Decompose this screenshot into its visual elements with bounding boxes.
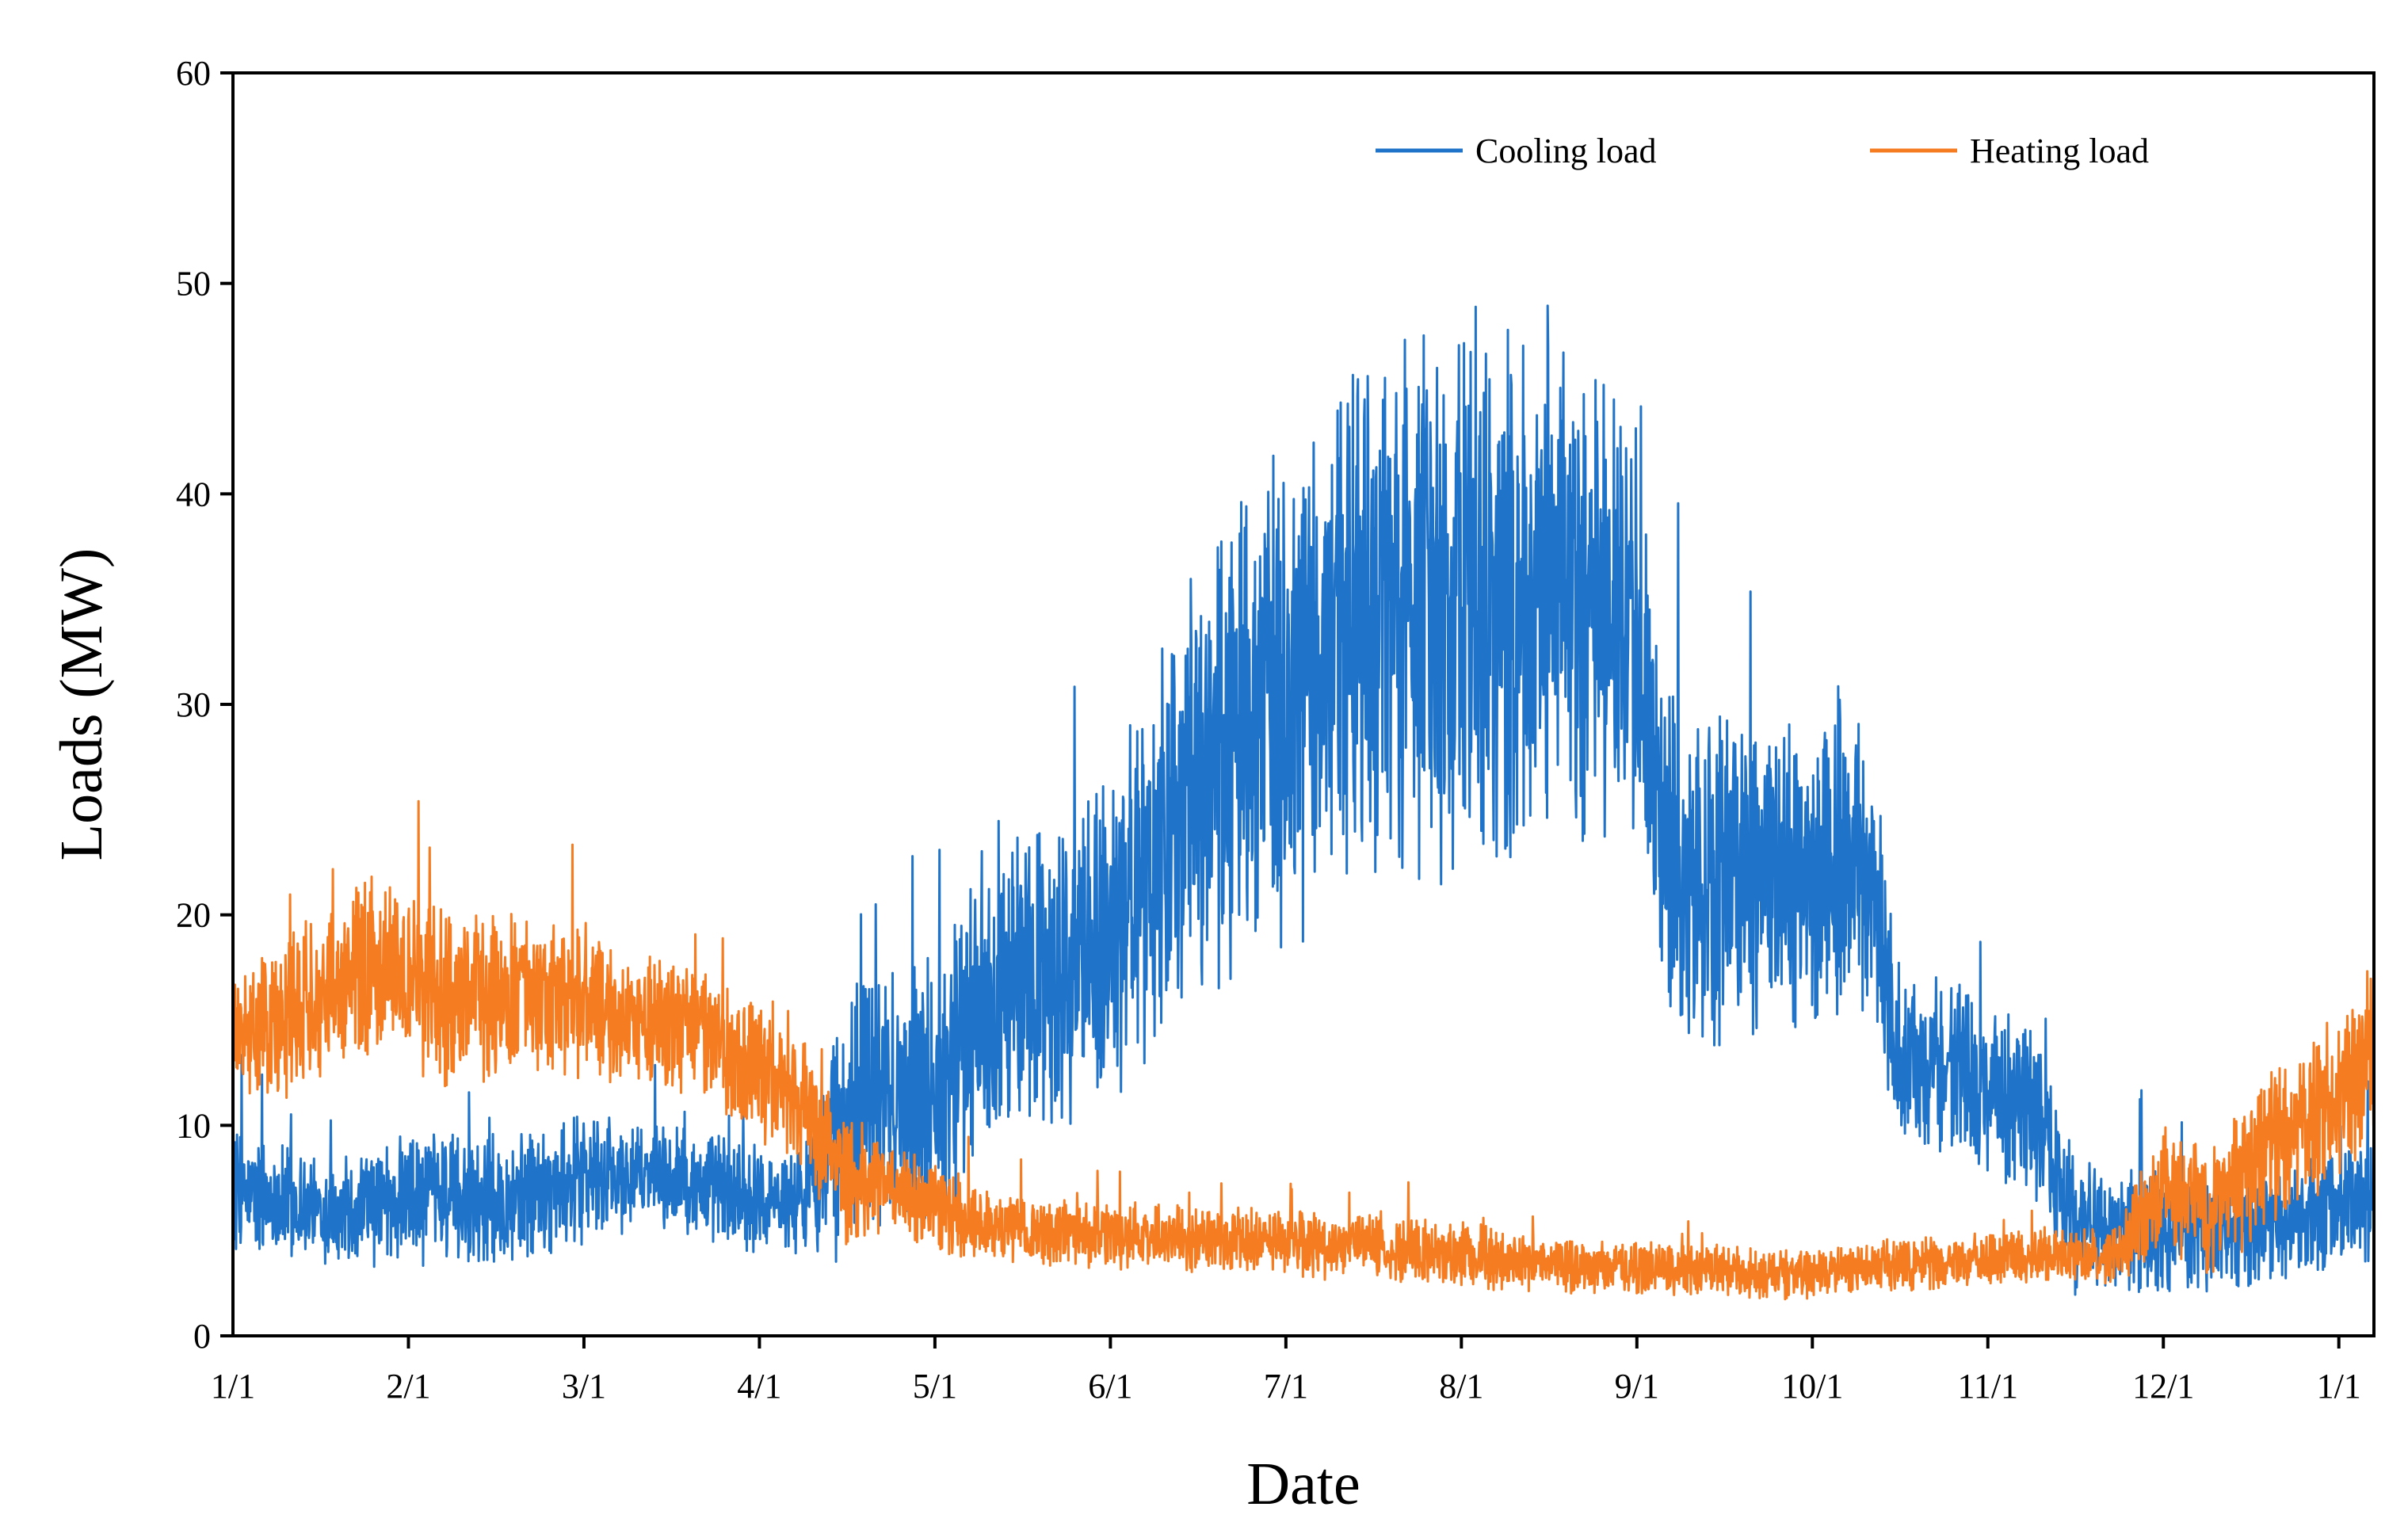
legend: Cooling load Heating load xyxy=(1376,132,2149,170)
plot-frame xyxy=(231,71,2376,1337)
y-axis-title: Loads (MW) xyxy=(48,548,115,861)
x-tick-label: 7/1 xyxy=(1264,1367,1308,1406)
x-tick-label: 3/1 xyxy=(562,1367,606,1406)
y-tick-label: 30 xyxy=(176,685,211,724)
y-tick-label: 20 xyxy=(176,896,211,935)
x-tick-label: 10/1 xyxy=(1781,1367,1843,1406)
y-tick-label: 40 xyxy=(176,475,211,513)
x-tick-label: 8/1 xyxy=(1439,1367,1483,1406)
x-tick-label: 4/1 xyxy=(737,1367,781,1406)
y-tick-label: 60 xyxy=(176,54,211,93)
y-tick-label: 50 xyxy=(176,265,211,303)
x-tick-label: 1/1 xyxy=(211,1367,255,1406)
legend-cooling-label: Cooling load xyxy=(1475,132,1657,170)
legend-heating-label: Heating load xyxy=(1970,132,2149,170)
heating-load-series xyxy=(231,799,2376,1301)
plot-area xyxy=(231,304,2376,1301)
x-tick-label: 5/1 xyxy=(913,1367,957,1406)
x-tick-label: 6/1 xyxy=(1088,1367,1132,1406)
x-tick-label: 1/1 xyxy=(2317,1367,2361,1406)
cooling-load-series xyxy=(231,304,2376,1296)
x-tick-label: 2/1 xyxy=(386,1367,430,1406)
x-axis: 1/1 2/1 3/1 4/1 5/1 6/1 7/1 8/1 9/1 10/1 11/1 12/1 1… xyxy=(211,1336,2361,1406)
x-axis-title: Date xyxy=(1246,1451,1360,1517)
y-tick-label: 10 xyxy=(176,1106,211,1145)
x-tick-label: 9/1 xyxy=(1615,1367,1659,1406)
x-tick-label: 12/1 xyxy=(2132,1367,2194,1406)
x-tick-label: 11/1 xyxy=(1957,1367,2018,1406)
y-axis: 0 10 20 30 40 50 60 xyxy=(176,54,233,1356)
y-tick-label: 0 xyxy=(193,1317,211,1356)
